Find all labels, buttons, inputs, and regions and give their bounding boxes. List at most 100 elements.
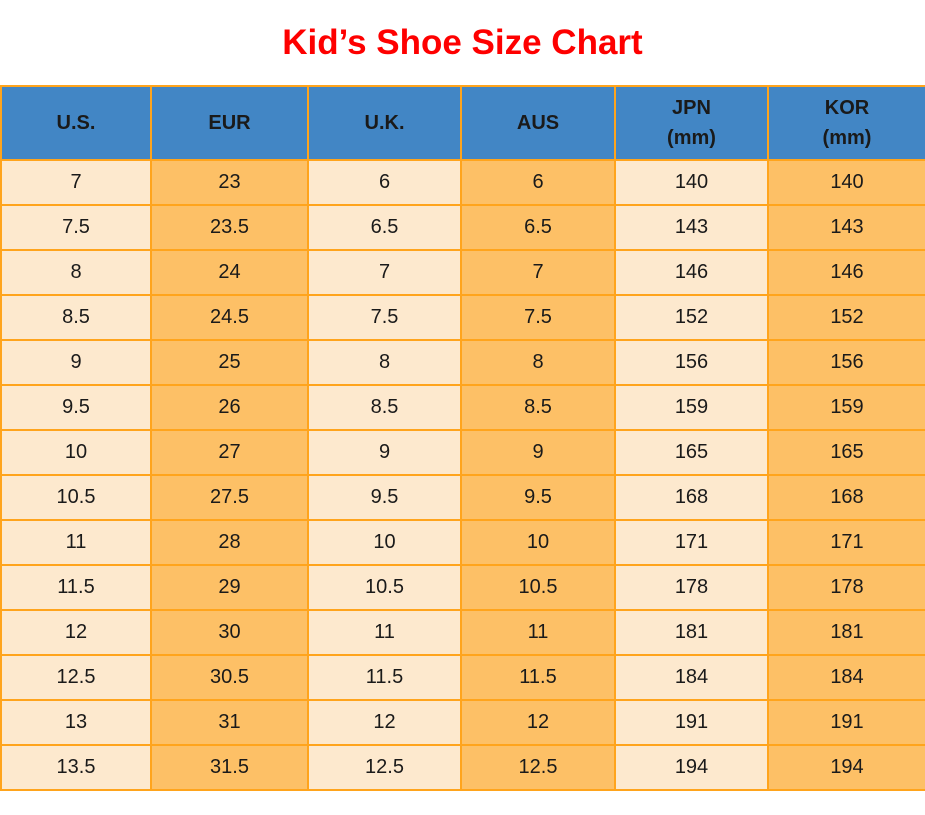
table-cell: 7 (460, 249, 616, 296)
table-cell: 9 (307, 429, 462, 476)
column-header-aus: AUS (460, 85, 616, 161)
table-cell: 31.5 (150, 744, 309, 791)
table-cell: 168 (614, 474, 769, 521)
table-cell: 143 (614, 204, 769, 251)
table-row: 12 30 11 11 181 181 (0, 609, 925, 656)
table-cell: 6 (307, 159, 462, 206)
table-cell: 8.5 (307, 384, 462, 431)
table-cell: 13 (0, 699, 152, 746)
table-cell: 6.5 (460, 204, 616, 251)
table-cell: 10.5 (307, 564, 462, 611)
table-cell: 7 (0, 159, 152, 206)
table-cell: 30.5 (150, 654, 309, 701)
table-row: 11 28 10 10 171 171 (0, 519, 925, 566)
table-cell: 8.5 (460, 384, 616, 431)
column-header-jpn: JPN (mm) (614, 85, 769, 161)
table-cell: 27 (150, 429, 309, 476)
table-cell: 184 (614, 654, 769, 701)
table-cell: 10 (307, 519, 462, 566)
table-cell: 23.5 (150, 204, 309, 251)
table-cell: 7 (307, 249, 462, 296)
table-cell: 184 (767, 654, 925, 701)
table-cell: 8 (307, 339, 462, 386)
table-cell: 152 (614, 294, 769, 341)
table-cell: 12.5 (0, 654, 152, 701)
table-cell: 7.5 (0, 204, 152, 251)
table-cell: 171 (767, 519, 925, 566)
column-header-label: KOR (824, 97, 870, 119)
table-cell: 165 (614, 429, 769, 476)
table-cell: 11.5 (460, 654, 616, 701)
table-cell: 13.5 (0, 744, 152, 791)
table-cell: 11.5 (0, 564, 152, 611)
table-cell: 31 (150, 699, 309, 746)
column-header-label: U.K. (364, 112, 405, 134)
table-cell: 28 (150, 519, 309, 566)
table-cell: 12 (0, 609, 152, 656)
column-header-kor: KOR (mm) (767, 85, 925, 161)
table-cell: 11 (307, 609, 462, 656)
table-row: 13 31 12 12 191 191 (0, 699, 925, 746)
table-row: 10.5 27.5 9.5 9.5 168 168 (0, 474, 925, 521)
column-header-us: U.S. (0, 85, 152, 161)
table-cell: 146 (767, 249, 925, 296)
table-cell: 12 (307, 699, 462, 746)
table-row: 7 23 6 6 140 140 (0, 159, 925, 206)
table-cell: 12.5 (460, 744, 616, 791)
table-cell: 25 (150, 339, 309, 386)
table-cell: 178 (767, 564, 925, 611)
table-cell: 11.5 (307, 654, 462, 701)
title-bar: Kid’s Shoe Size Chart (0, 0, 925, 85)
column-header-sublabel: (mm) (667, 127, 716, 149)
shoe-size-table: U.S. EUR U.K. AUS JPN (mm) KOR (mm) 7 23 6 6 140 140… (0, 85, 925, 791)
table-row: 9.5 26 8.5 8.5 159 159 (0, 384, 925, 431)
table-row: 8.5 24.5 7.5 7.5 152 152 (0, 294, 925, 341)
table-header-row: U.S. EUR U.K. AUS JPN (mm) KOR (mm) (0, 85, 925, 161)
table-cell: 12.5 (307, 744, 462, 791)
table-row: 11.5 29 10.5 10.5 178 178 (0, 564, 925, 611)
table-cell: 156 (767, 339, 925, 386)
table-cell: 8.5 (0, 294, 152, 341)
table-body: 7 23 6 6 140 140 7.5 23.5 6.5 6.5 143 143 8 24 7 7 146 14… (0, 159, 925, 791)
table-cell: 10 (0, 429, 152, 476)
table-cell: 9.5 (0, 384, 152, 431)
column-header-label: EUR (208, 112, 251, 134)
table-cell: 29 (150, 564, 309, 611)
table-cell: 181 (614, 609, 769, 656)
table-cell: 11 (460, 609, 616, 656)
table-cell: 10.5 (0, 474, 152, 521)
table-cell: 9 (460, 429, 616, 476)
column-header-uk: U.K. (307, 85, 462, 161)
table-cell: 9.5 (307, 474, 462, 521)
column-header-eur: EUR (150, 85, 309, 161)
table-cell: 26 (150, 384, 309, 431)
table-row: 7.5 23.5 6.5 6.5 143 143 (0, 204, 925, 251)
table-cell: 9 (0, 339, 152, 386)
table-cell: 194 (767, 744, 925, 791)
column-header-sublabel: (mm) (822, 127, 872, 149)
table-cell: 8 (0, 249, 152, 296)
table-cell: 10 (460, 519, 616, 566)
column-header-label: AUS (516, 112, 560, 134)
table-cell: 146 (614, 249, 769, 296)
table-cell: 12 (460, 699, 616, 746)
table-cell: 152 (767, 294, 925, 341)
table-row: 12.5 30.5 11.5 11.5 184 184 (0, 654, 925, 701)
table-cell: 9.5 (460, 474, 616, 521)
table-cell: 10.5 (460, 564, 616, 611)
table-cell: 24.5 (150, 294, 309, 341)
column-header-label: U.S. (56, 112, 96, 134)
table-cell: 191 (767, 699, 925, 746)
table-cell: 168 (767, 474, 925, 521)
table-row: 13.5 31.5 12.5 12.5 194 194 (0, 744, 925, 791)
table-cell: 7.5 (460, 294, 616, 341)
table-cell: 140 (614, 159, 769, 206)
table-cell: 165 (767, 429, 925, 476)
table-cell: 30 (150, 609, 309, 656)
table-cell: 11 (0, 519, 152, 566)
table-cell: 8 (460, 339, 616, 386)
table-cell: 171 (614, 519, 769, 566)
table-row: 8 24 7 7 146 146 (0, 249, 925, 296)
table-cell: 194 (614, 744, 769, 791)
